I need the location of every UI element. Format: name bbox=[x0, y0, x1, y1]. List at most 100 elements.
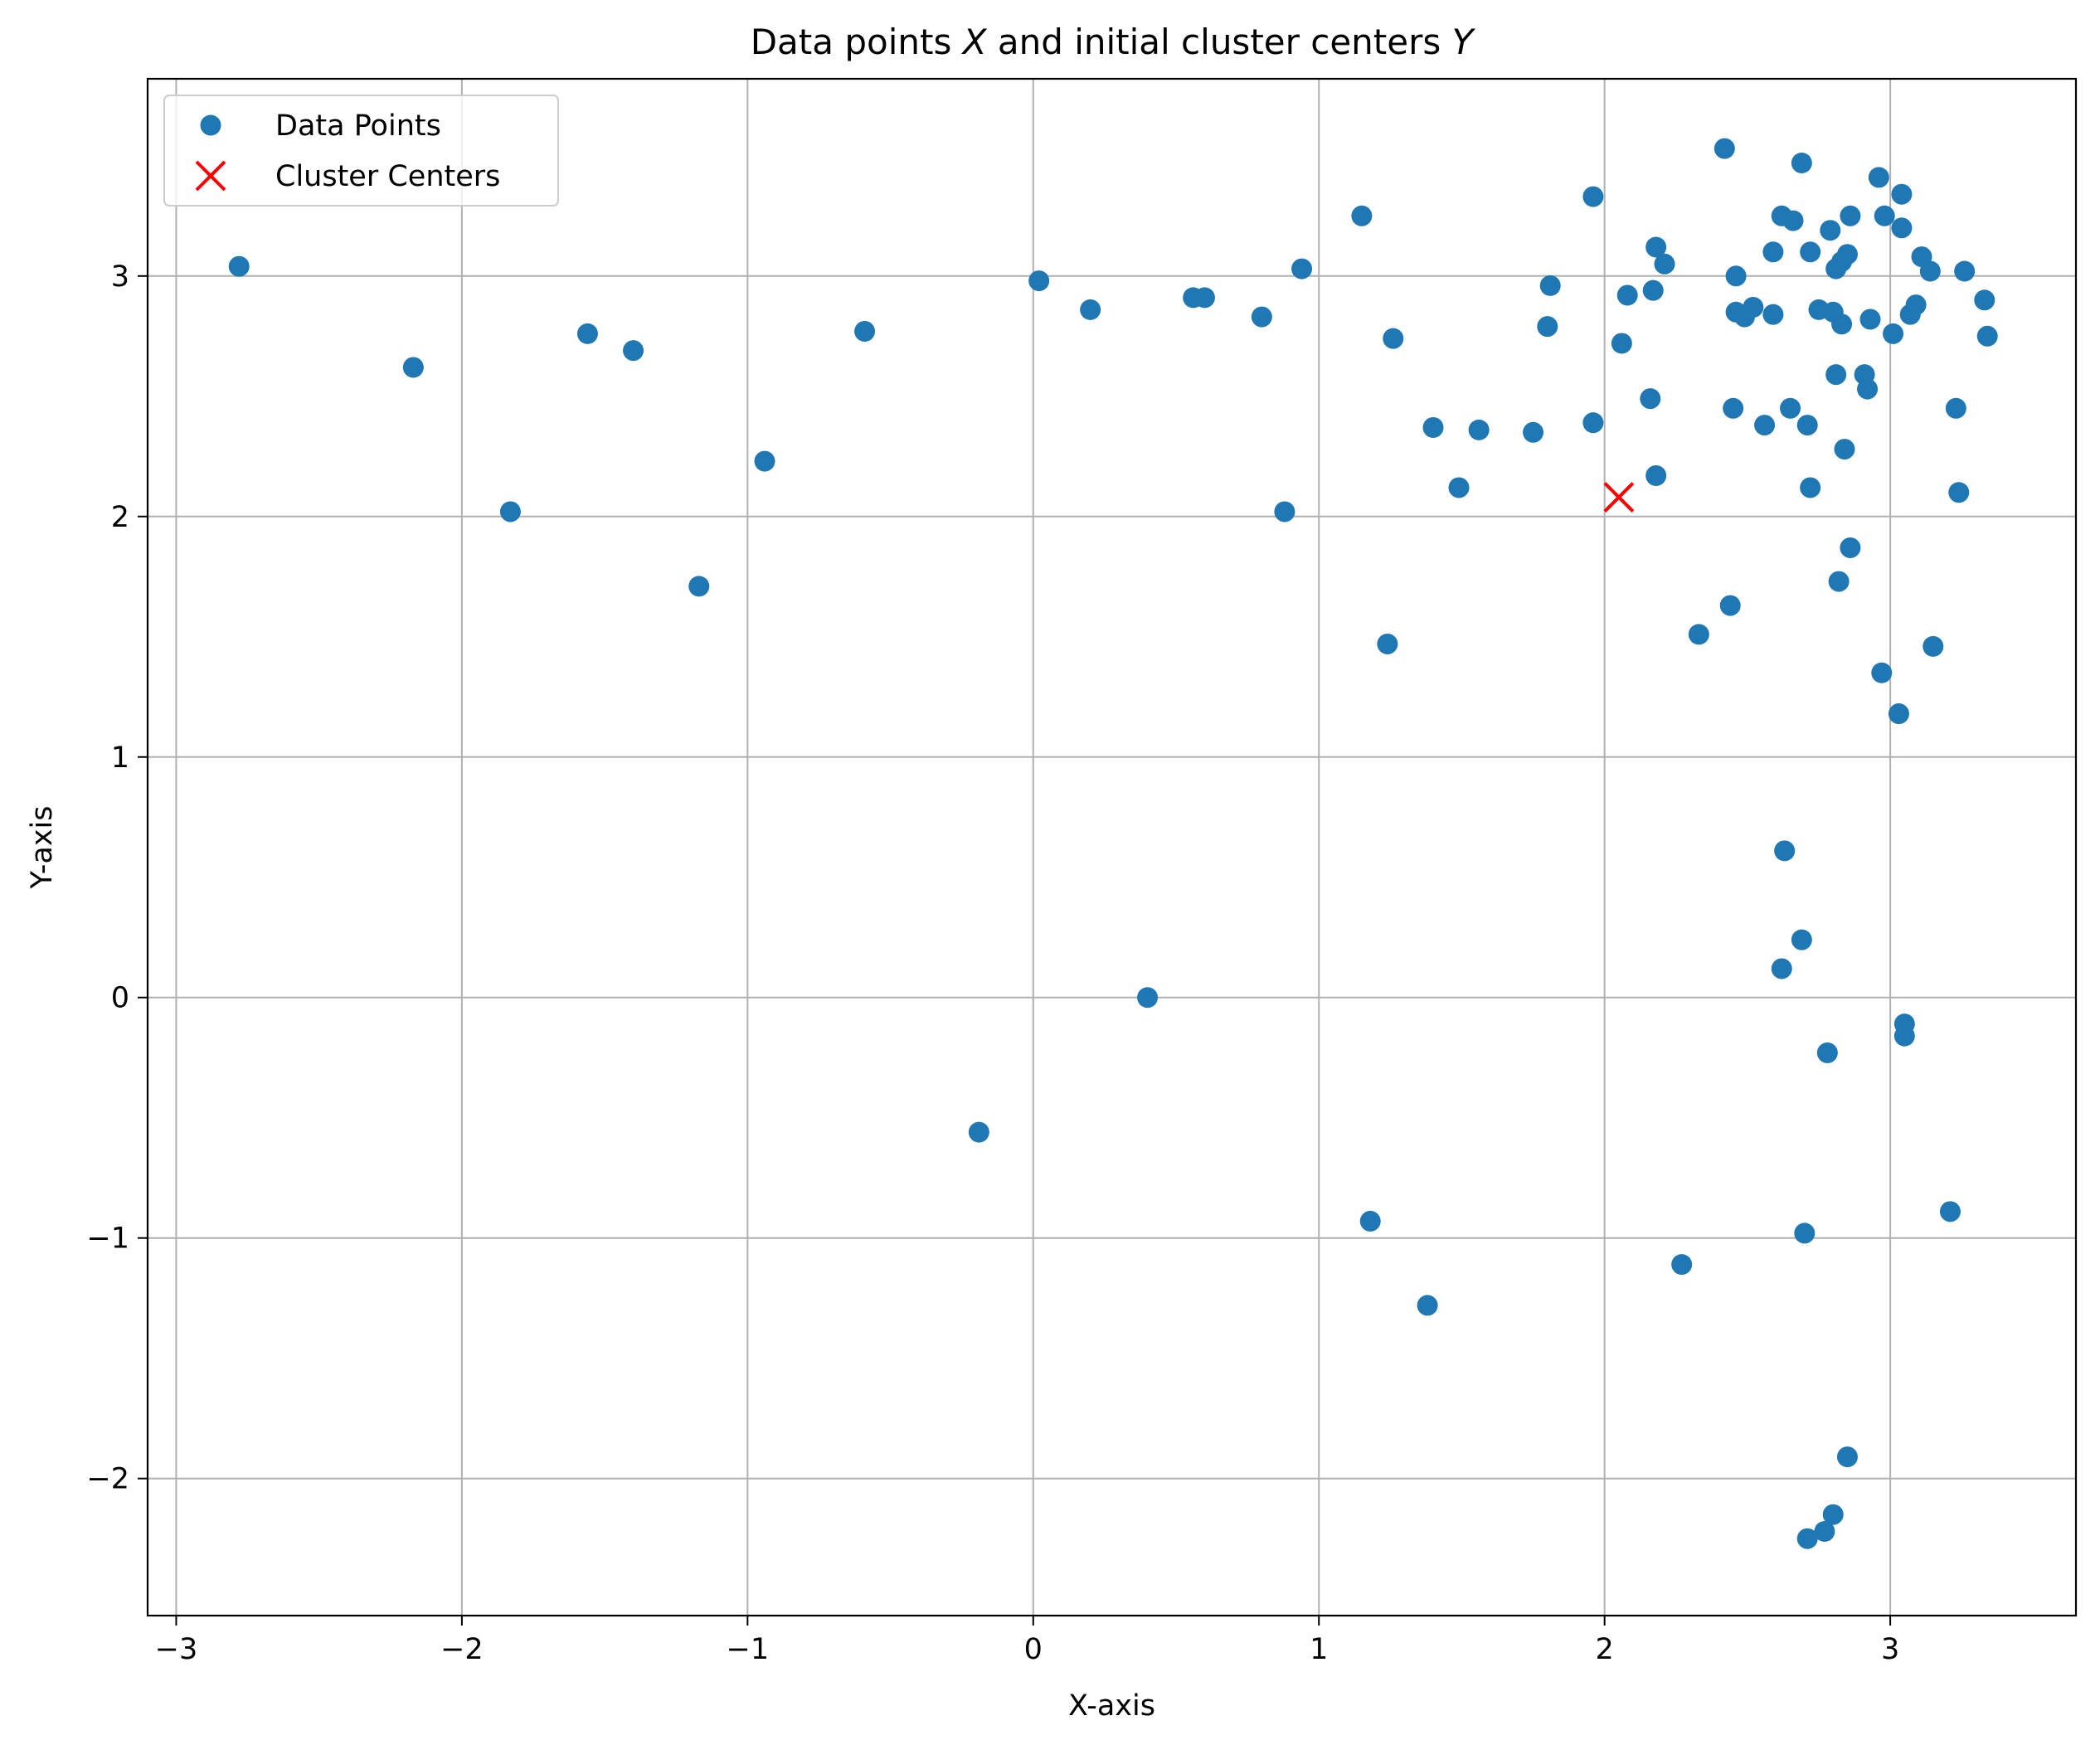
data-point bbox=[1857, 378, 1879, 400]
data-point bbox=[1723, 397, 1744, 419]
data-point bbox=[1874, 205, 1895, 226]
data-point bbox=[1888, 703, 1909, 725]
data-point bbox=[1754, 415, 1776, 436]
y-tick-label: −1 bbox=[86, 1222, 129, 1256]
data-point bbox=[1359, 1210, 1381, 1232]
data-point bbox=[1654, 253, 1675, 275]
data-point bbox=[1919, 260, 1941, 282]
y-tick-label: 0 bbox=[111, 982, 129, 1015]
data-point bbox=[1796, 1528, 1818, 1549]
data-point bbox=[1417, 1295, 1438, 1316]
data-point bbox=[1539, 275, 1561, 296]
data-point bbox=[1377, 633, 1398, 654]
data-point bbox=[1468, 419, 1490, 440]
data-point bbox=[499, 501, 521, 522]
data-point bbox=[1954, 260, 1976, 282]
y-axis-label: Y-axis bbox=[26, 806, 59, 890]
y-tick-label: 2 bbox=[111, 501, 129, 534]
legend-marker-cluster-centers bbox=[195, 160, 226, 192]
data-point bbox=[854, 320, 876, 342]
data-point bbox=[1771, 958, 1792, 979]
x-tick-label: 3 bbox=[1881, 1633, 1899, 1666]
data-point bbox=[1291, 258, 1313, 279]
data-point bbox=[1782, 210, 1804, 231]
data-point bbox=[1780, 397, 1801, 419]
data-point bbox=[1893, 1025, 1915, 1047]
data-point bbox=[1616, 284, 1638, 306]
data-point bbox=[402, 357, 424, 378]
data-point bbox=[1791, 152, 1812, 173]
data-point bbox=[1719, 595, 1741, 616]
data-point bbox=[1640, 388, 1661, 410]
data-point bbox=[623, 340, 644, 362]
data-point bbox=[1688, 624, 1709, 645]
data-point bbox=[1891, 217, 1913, 239]
data-point bbox=[1791, 929, 1812, 950]
data-point bbox=[1976, 325, 1998, 347]
data-point bbox=[1645, 236, 1667, 258]
data-point bbox=[576, 323, 598, 344]
data-point bbox=[1948, 482, 1970, 503]
y-tick-label: 3 bbox=[111, 260, 129, 294]
data-point bbox=[1816, 1042, 1838, 1063]
data-point bbox=[688, 576, 710, 597]
data-point bbox=[1537, 316, 1558, 338]
data-point bbox=[1836, 244, 1858, 265]
data-point bbox=[1448, 477, 1470, 498]
data-point bbox=[1671, 1254, 1693, 1276]
data-point bbox=[1274, 501, 1295, 522]
data-point bbox=[754, 450, 775, 472]
data-point bbox=[1871, 662, 1893, 683]
legend-label-cluster-centers: Cluster Centers bbox=[275, 160, 500, 193]
data-point bbox=[1611, 333, 1632, 354]
data-point bbox=[1822, 1504, 1844, 1525]
data-point bbox=[968, 1121, 989, 1143]
data-point bbox=[1891, 183, 1913, 205]
data-point bbox=[1840, 537, 1861, 558]
data-point bbox=[1523, 421, 1544, 443]
x-tick-label: 1 bbox=[1310, 1633, 1328, 1666]
data-points-layer bbox=[228, 138, 1998, 1549]
legend-box bbox=[163, 95, 559, 207]
data-point bbox=[1774, 840, 1796, 862]
data-point bbox=[1859, 309, 1881, 330]
x-tick-label: −1 bbox=[727, 1633, 770, 1666]
data-point bbox=[1825, 364, 1847, 386]
data-point bbox=[1642, 279, 1664, 301]
data-point bbox=[1725, 265, 1747, 287]
data-point bbox=[1422, 416, 1444, 438]
data-point bbox=[1080, 299, 1101, 320]
data-point bbox=[1800, 477, 1821, 498]
data-point bbox=[1836, 1446, 1858, 1468]
data-point bbox=[1193, 287, 1215, 309]
data-point bbox=[1762, 241, 1784, 263]
y-tick-label: 1 bbox=[111, 741, 129, 775]
data-point bbox=[1645, 464, 1667, 486]
cluster-center bbox=[1603, 482, 1635, 513]
grid bbox=[148, 79, 2076, 1616]
y-tick-label: −2 bbox=[86, 1463, 129, 1496]
data-point bbox=[1883, 323, 1904, 344]
data-point bbox=[1714, 138, 1735, 159]
cluster-centers-layer bbox=[1603, 482, 1635, 513]
legend-label-data-points: Data Points bbox=[275, 109, 441, 143]
data-point bbox=[1834, 439, 1855, 460]
data-point bbox=[1939, 1201, 1961, 1222]
data-point bbox=[1582, 186, 1604, 207]
data-point bbox=[1905, 294, 1927, 316]
data-point bbox=[1582, 412, 1604, 434]
chart-title: Data points X and initial cluster center… bbox=[751, 22, 1476, 62]
plot-area-frame bbox=[146, 77, 2078, 1617]
x-tick-label: −3 bbox=[155, 1633, 198, 1666]
data-point bbox=[1796, 415, 1818, 436]
data-point bbox=[1794, 1222, 1816, 1244]
data-point bbox=[1028, 270, 1050, 292]
data-point bbox=[1923, 635, 1944, 657]
data-point bbox=[1351, 205, 1373, 226]
x-tick-label: −2 bbox=[440, 1633, 484, 1666]
data-point bbox=[1137, 987, 1159, 1009]
data-point bbox=[1831, 313, 1853, 335]
data-point bbox=[228, 255, 250, 277]
data-point bbox=[1800, 241, 1821, 263]
